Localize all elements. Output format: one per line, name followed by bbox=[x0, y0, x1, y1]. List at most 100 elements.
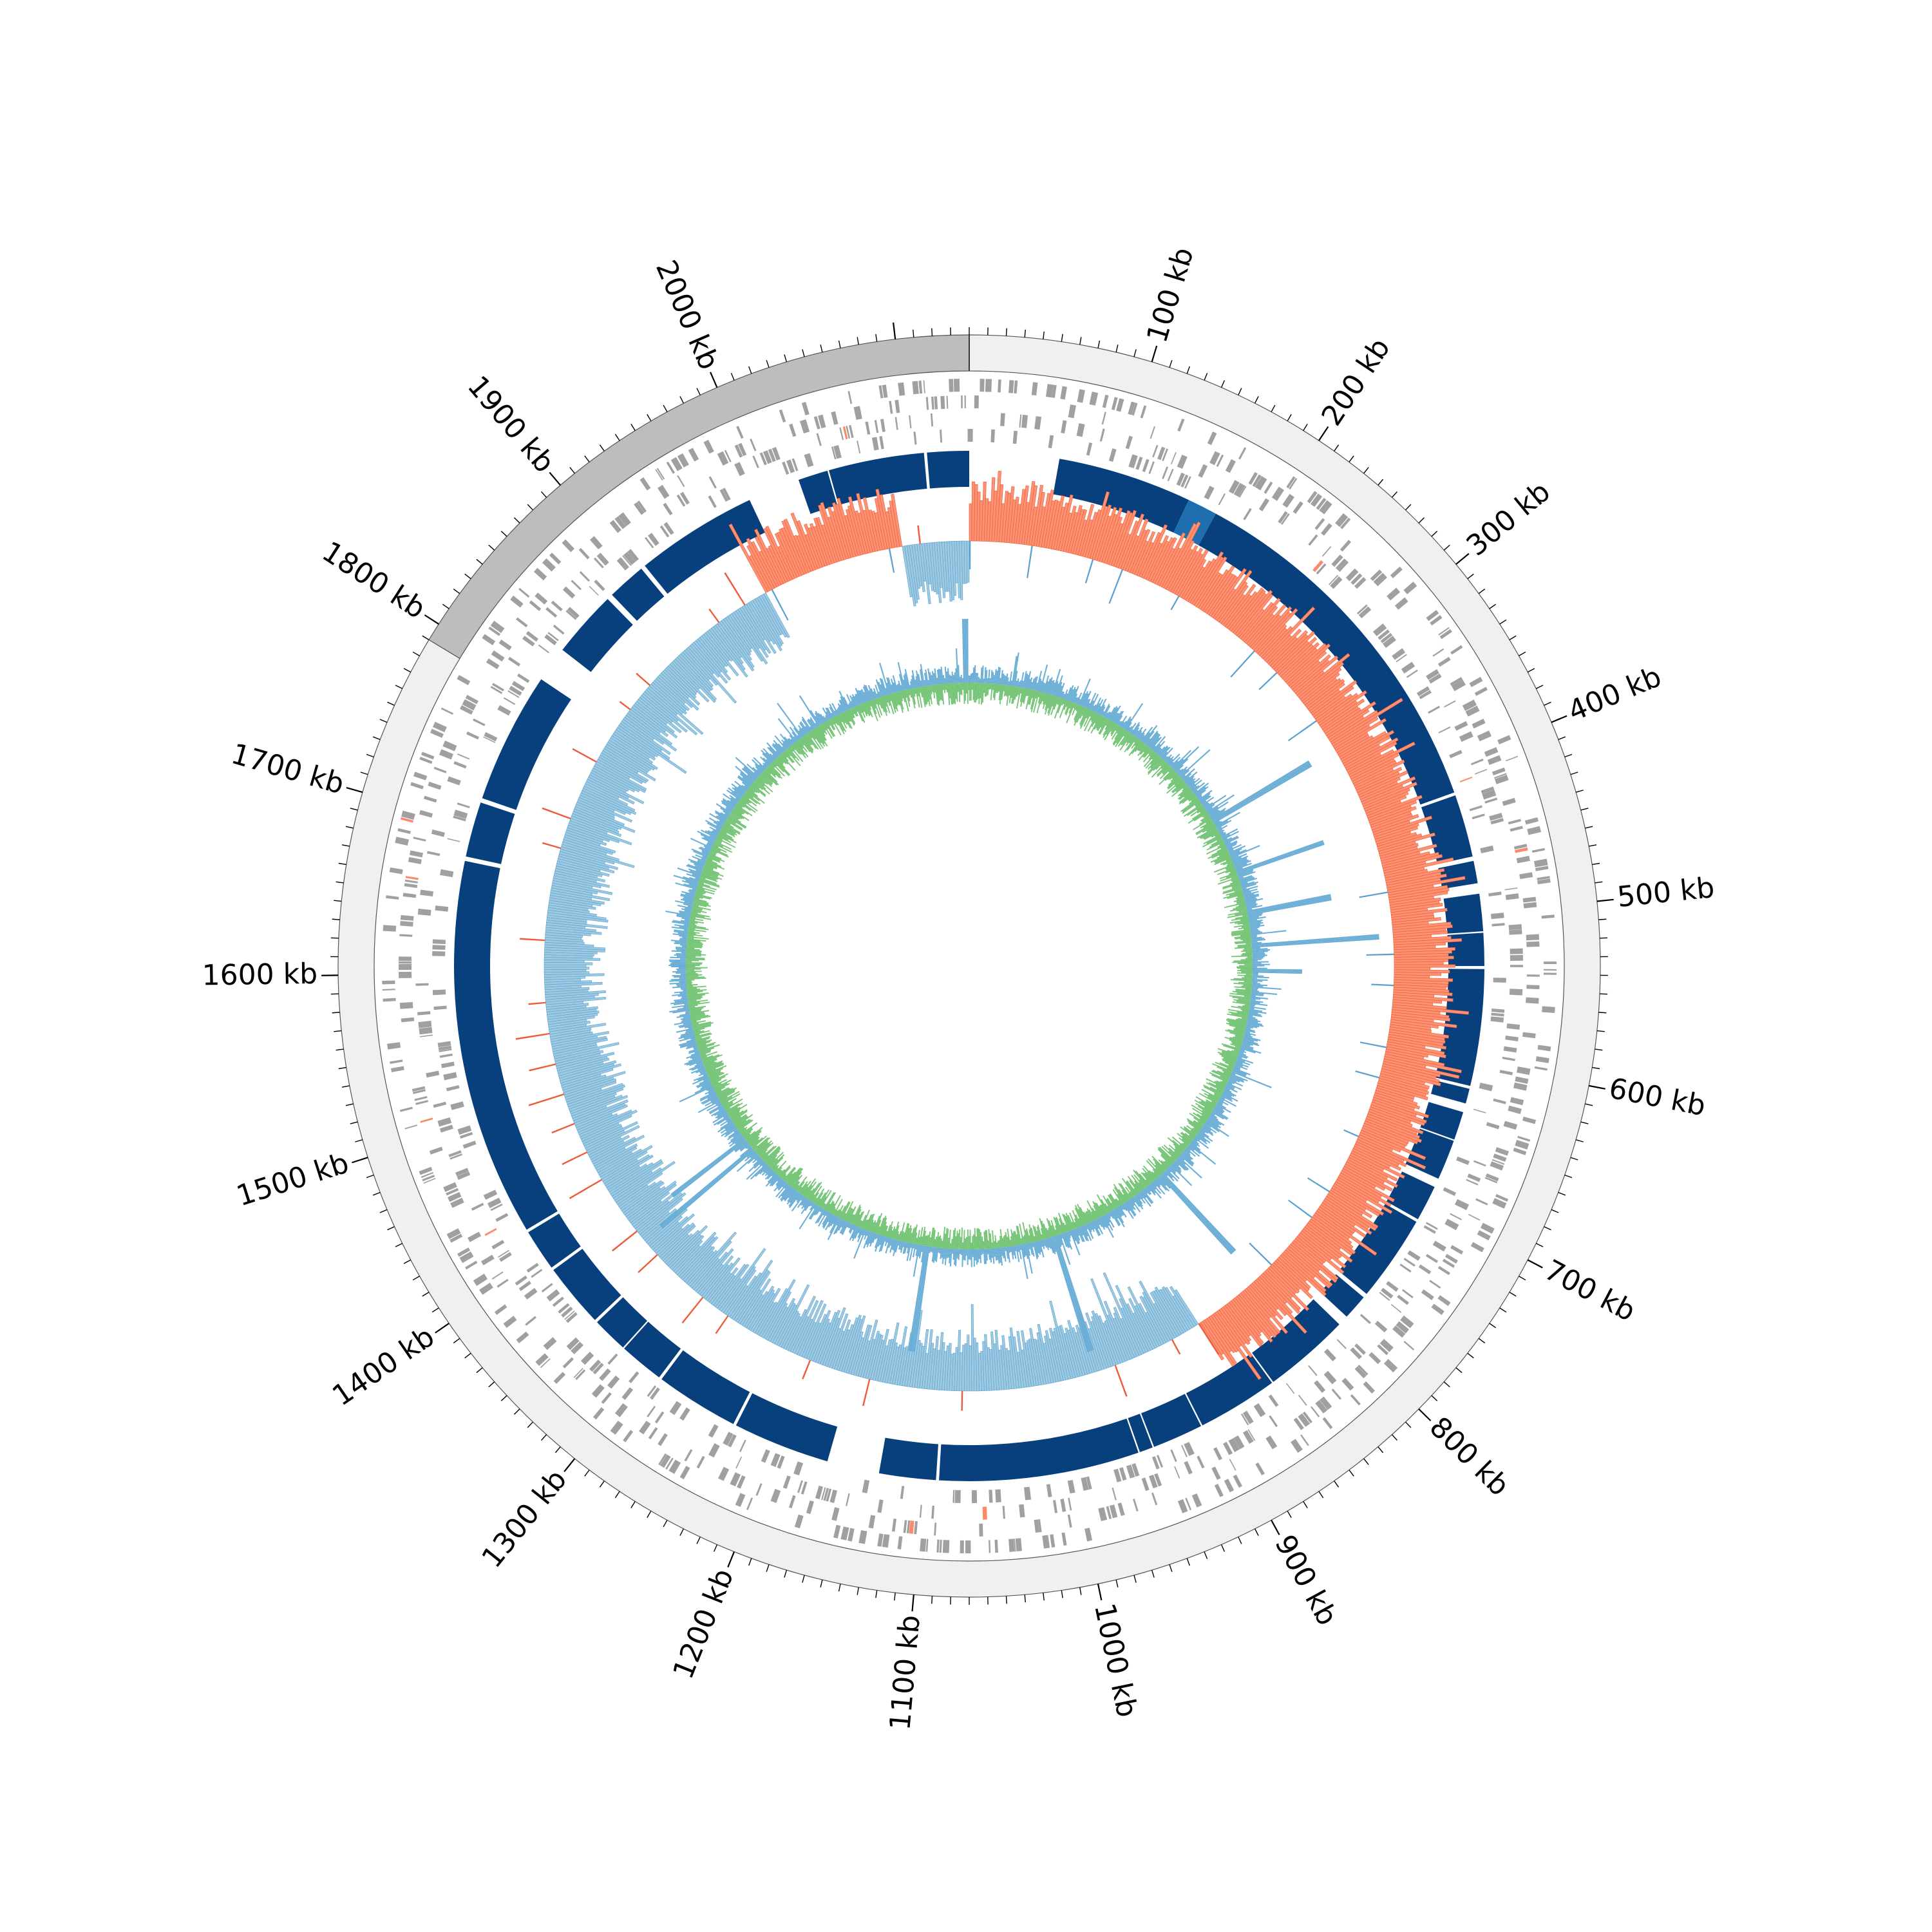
gc-content-bar bbox=[753, 1137, 769, 1151]
gc-content-bar bbox=[1207, 1096, 1218, 1103]
gc-content-bar bbox=[1117, 1200, 1122, 1206]
gc-content-bar bbox=[1075, 1228, 1080, 1236]
gc-content-bar bbox=[1241, 925, 1250, 928]
gene-feature bbox=[417, 908, 431, 916]
gc-skew-spike bbox=[771, 589, 789, 621]
gc-content-bar bbox=[1019, 1224, 1025, 1245]
gc-content-bar bbox=[704, 1061, 717, 1068]
gene-feature bbox=[1372, 623, 1387, 636]
gc-content-bar bbox=[730, 1111, 740, 1119]
minor-tick bbox=[1564, 753, 1573, 758]
gc-content-bar bbox=[1159, 1175, 1171, 1189]
gc-skew-bar bbox=[1085, 1312, 1107, 1370]
gene-feature bbox=[1449, 750, 1463, 759]
gene-feature bbox=[503, 697, 516, 705]
gc-content-bar bbox=[676, 972, 687, 974]
gc-content-bar bbox=[976, 1249, 978, 1265]
gc-skew-bar bbox=[752, 598, 782, 647]
gc-content-bar bbox=[836, 1218, 841, 1226]
gc-content-bar bbox=[939, 1247, 942, 1254]
gc-content-bar bbox=[1242, 889, 1250, 893]
gc-content-bar bbox=[689, 921, 698, 924]
gc-content-bar bbox=[1245, 1027, 1251, 1030]
gc-content-bar bbox=[688, 1049, 699, 1054]
gene-feature bbox=[1421, 1289, 1434, 1300]
gc-content-bar bbox=[734, 787, 744, 795]
gc-content-bar bbox=[1016, 1245, 1020, 1262]
gc-content-bar bbox=[1009, 1239, 1012, 1247]
minor-tick bbox=[1204, 373, 1208, 381]
gc-content-bar bbox=[702, 870, 718, 878]
gc-content-bar bbox=[774, 743, 784, 753]
minor-tick bbox=[630, 1501, 636, 1508]
gc-content-bar bbox=[914, 1237, 918, 1245]
gc-skew-bar bbox=[956, 1330, 961, 1392]
gc-content-bar bbox=[1234, 859, 1249, 867]
gc-content-bar bbox=[788, 1168, 804, 1186]
gc-content-bar bbox=[775, 1179, 784, 1187]
gene-feature bbox=[925, 1539, 929, 1552]
gc-content-bar bbox=[1072, 1209, 1081, 1227]
gc-content-bar bbox=[720, 1121, 733, 1130]
gc-content-bar bbox=[846, 1222, 850, 1228]
gc-content-bar bbox=[697, 884, 717, 891]
gc-content-bar bbox=[1132, 724, 1141, 735]
gene-feature bbox=[522, 636, 535, 647]
gc-content-bar bbox=[1044, 681, 1049, 694]
gc-content-bar bbox=[1227, 913, 1248, 918]
gc-content-bar bbox=[1193, 1120, 1204, 1128]
gene-feature bbox=[1350, 1394, 1361, 1406]
gc-content-bar bbox=[740, 772, 753, 784]
gc-content-bar bbox=[1229, 850, 1240, 856]
gc-content-bar bbox=[887, 1237, 890, 1244]
gene-feature bbox=[1031, 382, 1038, 396]
gc-content-bar bbox=[788, 746, 794, 752]
gc-content-bar bbox=[1250, 1002, 1268, 1007]
gc-content-bar bbox=[1046, 1218, 1054, 1237]
gc-content-bar bbox=[687, 996, 703, 1000]
minor-tick bbox=[584, 1470, 590, 1477]
gene-feature bbox=[786, 459, 795, 473]
gc-content-bar bbox=[773, 761, 784, 773]
gc-content-bar bbox=[1128, 735, 1135, 744]
gc-skew-bar bbox=[544, 942, 594, 948]
gene-feature bbox=[1474, 687, 1488, 696]
gc-skew-bar bbox=[1119, 1298, 1146, 1354]
gc-content-bar bbox=[1198, 790, 1213, 800]
minor-tick bbox=[500, 531, 507, 537]
gc-content-bar bbox=[1243, 984, 1252, 987]
gc-content-bar bbox=[1178, 1156, 1202, 1179]
gene-feature bbox=[1135, 457, 1143, 470]
minor-tick bbox=[857, 1587, 859, 1595]
gc-content-bar bbox=[998, 1240, 1000, 1248]
gene-feature bbox=[1437, 1295, 1451, 1306]
gene-feature bbox=[1101, 412, 1106, 425]
gc-skew-bar bbox=[792, 1300, 819, 1354]
gc-content-bar bbox=[1187, 804, 1203, 817]
gc-skew-bar bbox=[966, 1334, 970, 1392]
gc-content-bar bbox=[698, 1046, 708, 1051]
gc-content-bar bbox=[1198, 1092, 1218, 1104]
gc-content-bar bbox=[737, 776, 750, 788]
gc-content-bar bbox=[1063, 1233, 1070, 1249]
gc-content-bar bbox=[990, 683, 992, 690]
gc-content-bar bbox=[686, 960, 699, 961]
gene-feature bbox=[1537, 878, 1551, 885]
gc-content-bar bbox=[906, 1225, 912, 1243]
gc-content-bar bbox=[710, 1073, 728, 1083]
gene-feature bbox=[535, 592, 548, 605]
minor-tick bbox=[345, 826, 354, 829]
gc-skew-bar bbox=[838, 1317, 858, 1372]
gc-content-bar bbox=[716, 837, 736, 848]
minor-tick bbox=[372, 1191, 381, 1196]
gc-content-bar bbox=[801, 1198, 809, 1209]
gc-content-bar bbox=[1182, 799, 1200, 813]
gc-content-bar bbox=[1055, 1229, 1058, 1236]
gene-feature bbox=[565, 1312, 578, 1323]
gene-feature bbox=[484, 732, 498, 742]
major-tick bbox=[435, 1322, 450, 1334]
gc-skew-bar bbox=[1154, 1286, 1184, 1335]
gc-content-bar bbox=[669, 960, 687, 963]
gc-content-bar bbox=[971, 1242, 972, 1249]
gene-feature bbox=[1148, 461, 1155, 475]
